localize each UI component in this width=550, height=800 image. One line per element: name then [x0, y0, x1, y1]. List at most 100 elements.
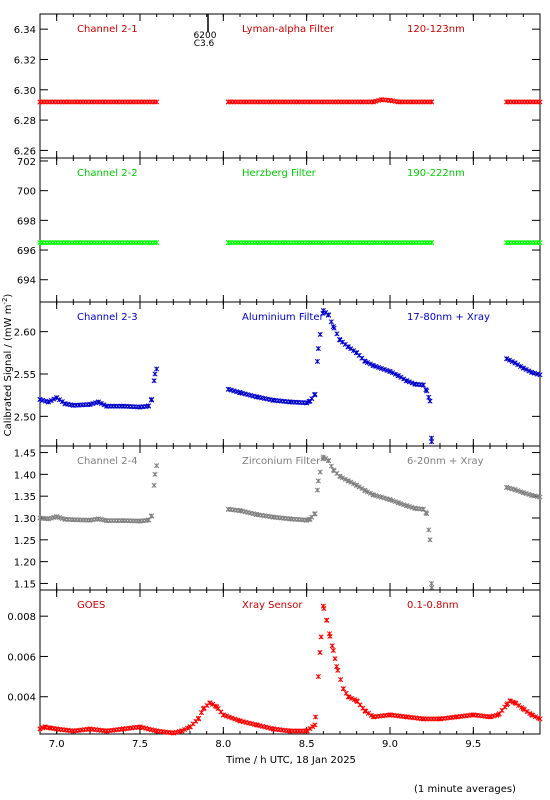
data-point	[512, 487, 518, 493]
data-point	[362, 708, 368, 714]
series-5	[37, 603, 543, 736]
data-point	[529, 369, 535, 375]
series-4	[37, 454, 543, 591]
data-point	[54, 395, 60, 401]
data-point	[537, 99, 543, 105]
data-point	[376, 364, 382, 370]
data-point	[254, 394, 260, 400]
panel-filter-label: Xray Sensor	[242, 600, 303, 611]
y-tick-label: 6.28	[14, 116, 36, 127]
panel-filter-label: Herzberg Filter	[242, 168, 317, 179]
data-point	[270, 726, 276, 732]
data-point	[145, 403, 151, 409]
data-point	[426, 394, 432, 400]
panel-frame	[39, 157, 541, 303]
data-point	[429, 439, 435, 445]
panel-frame	[39, 13, 541, 159]
y-tick-label: 698	[17, 216, 36, 227]
panel-5: 0.004 0.006 0.008 7.0 7.5 8.0 8.5 9.0 9.5 GOES Xra…	[7, 589, 543, 750]
y-tick-label: 6.34	[14, 25, 36, 36]
data-point	[518, 489, 524, 495]
data-point	[200, 706, 206, 712]
y-tick-label: 0.006	[7, 652, 36, 663]
data-point	[395, 373, 401, 379]
data-point	[515, 362, 521, 368]
data-point	[149, 513, 155, 519]
data-point	[529, 492, 535, 498]
data-point	[526, 368, 532, 374]
data-point	[151, 378, 157, 384]
data-point	[37, 515, 43, 521]
data-point	[351, 481, 357, 487]
series-1	[37, 97, 543, 105]
y-tick-label: 6.30	[14, 86, 36, 97]
data-point	[95, 399, 101, 405]
data-point	[424, 388, 430, 394]
data-point	[345, 694, 351, 700]
data-point	[214, 704, 220, 710]
data-point	[56, 397, 63, 403]
data-point	[331, 325, 337, 331]
data-point	[428, 580, 435, 587]
data-point	[324, 617, 330, 623]
data-point	[223, 713, 230, 719]
data-point	[339, 475, 346, 481]
data-point	[412, 505, 418, 511]
y-tick-label: 2.50	[14, 412, 36, 423]
data-point	[338, 677, 344, 683]
data-point	[312, 722, 318, 728]
data-point	[504, 484, 510, 491]
chart-panels: 6.26 6.28 6.30 6.32 6.34 Channel 2-1 Lyman-alp…	[7, 13, 543, 750]
data-point	[337, 337, 343, 343]
data-point	[270, 514, 276, 520]
data-point	[225, 240, 231, 246]
data-point	[330, 324, 336, 330]
data-point	[429, 99, 435, 105]
data-point	[537, 494, 543, 500]
data-point	[51, 396, 57, 402]
data-point	[45, 516, 51, 522]
data-point	[387, 368, 393, 375]
data-point	[254, 722, 260, 728]
data-point	[232, 716, 238, 722]
data-point	[317, 649, 323, 655]
data-point	[154, 240, 160, 246]
y-tick-label: 2.60	[14, 328, 36, 339]
data-point	[254, 511, 260, 518]
data-point	[151, 482, 157, 488]
data-point	[345, 478, 351, 484]
data-point	[210, 701, 216, 707]
y-tick-label: 6.26	[14, 146, 36, 157]
series-2	[37, 240, 543, 246]
data-point	[237, 508, 243, 514]
data-point	[170, 730, 176, 736]
data-point	[379, 97, 385, 103]
data-point	[370, 362, 376, 369]
data-point	[512, 700, 518, 706]
panel-filter-label: Zirconium Filter	[242, 456, 321, 467]
data-point	[304, 728, 310, 734]
data-point	[332, 656, 338, 662]
data-point	[120, 726, 126, 732]
data-point	[154, 728, 160, 734]
panel-frame	[39, 589, 541, 735]
data-point	[104, 403, 110, 409]
data-point	[364, 360, 371, 366]
y-tick-label: 0.004	[7, 693, 36, 704]
data-point	[45, 399, 51, 405]
data-point	[70, 517, 76, 523]
data-point	[137, 404, 143, 410]
x-tick-label: 9.0	[382, 739, 398, 750]
y-tick-label: 700	[17, 187, 36, 198]
data-point	[412, 381, 418, 387]
data-point	[328, 319, 334, 325]
y-tick-label: 1.20	[14, 558, 36, 569]
data-point	[307, 516, 313, 522]
data-point	[401, 502, 407, 508]
data-point	[37, 99, 43, 105]
data-point	[59, 399, 65, 405]
data-point	[70, 402, 76, 408]
data-point	[87, 726, 93, 732]
data-point	[314, 487, 320, 493]
data-point	[387, 497, 393, 503]
